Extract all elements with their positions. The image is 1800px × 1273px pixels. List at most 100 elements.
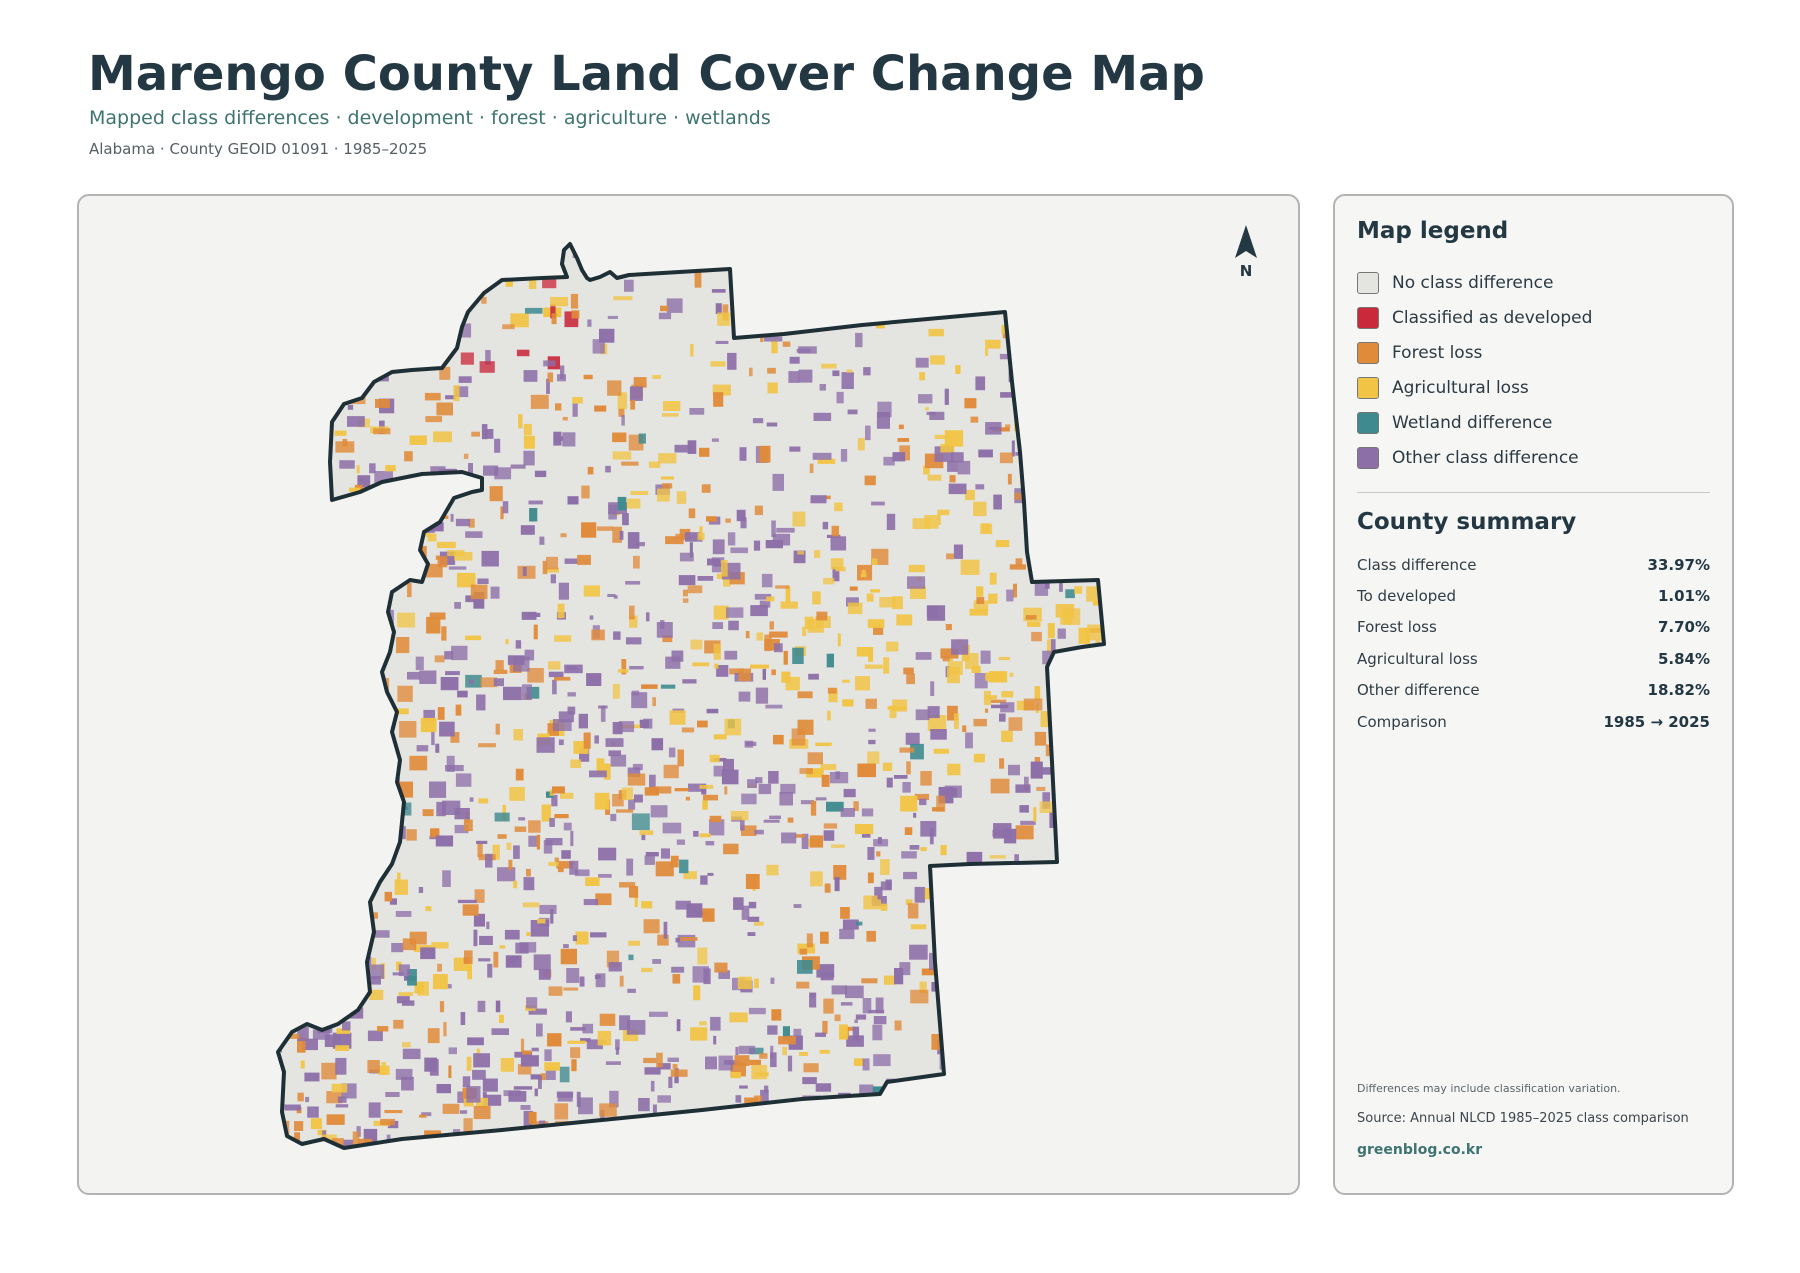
change-patch [1024, 430, 1042, 440]
change-patch [386, 752, 390, 759]
change-patch [901, 292, 917, 300]
change-patch [297, 1026, 309, 1042]
change-patch [1032, 1068, 1038, 1082]
change-patch [304, 1072, 320, 1082]
change-patch [901, 1113, 916, 1128]
change-patch [478, 743, 496, 748]
change-patch [577, 554, 591, 565]
change-patch [744, 293, 751, 302]
change-patch [517, 1064, 532, 1075]
change-patch [1092, 842, 1097, 856]
change-patch [631, 690, 640, 696]
change-patch [402, 1048, 421, 1060]
change-patch [823, 998, 834, 1014]
change-patch [966, 947, 985, 956]
change-patch [1007, 1140, 1014, 1148]
change-patch [1064, 442, 1079, 453]
change-patch [363, 745, 373, 757]
county-map[interactable] [79, 196, 1300, 1195]
change-patch [1001, 988, 1019, 992]
change-patch [980, 523, 993, 535]
change-patch [536, 737, 555, 753]
change-patch [303, 254, 319, 262]
change-patch [879, 597, 896, 608]
change-patch [937, 514, 941, 525]
change-patch [436, 541, 456, 549]
change-patch [633, 377, 647, 388]
summary-label: Other difference [1357, 681, 1480, 700]
change-patch [660, 684, 676, 689]
change-patch [1086, 802, 1101, 816]
change-patch [1019, 392, 1038, 403]
change-patch [776, 288, 784, 303]
change-patch [531, 1047, 539, 1052]
change-patch [436, 279, 445, 297]
change-patch [526, 932, 531, 937]
change-patch [936, 795, 946, 812]
change-patch [1059, 990, 1075, 995]
change-patch [495, 1139, 506, 1148]
change-patch [947, 705, 958, 721]
change-patch [644, 855, 655, 865]
change-patch [1096, 958, 1104, 972]
change-patch [557, 867, 564, 873]
legend-label: Other class difference [1392, 447, 1579, 468]
change-patch [466, 1086, 481, 1103]
change-patch [585, 877, 600, 886]
change-patch [539, 536, 545, 545]
change-patch [515, 640, 522, 649]
change-patch [332, 1138, 344, 1148]
change-patch [1096, 1096, 1104, 1100]
change-patch [513, 729, 523, 741]
change-patch [985, 695, 998, 700]
map-panel[interactable] [77, 194, 1300, 1195]
change-patch [407, 582, 412, 598]
change-patch [1081, 974, 1089, 987]
legend-item-other: Other class difference [1357, 440, 1592, 475]
change-patch [612, 722, 623, 735]
change-patch [794, 1144, 810, 1148]
change-patch [318, 697, 330, 708]
change-patch [396, 637, 410, 654]
change-patch [962, 937, 978, 952]
change-patch [460, 323, 472, 338]
change-patch [672, 1064, 678, 1069]
change-patch [866, 930, 876, 942]
change-patch [530, 920, 549, 937]
change-patch [867, 847, 875, 860]
change-patch [1082, 1039, 1089, 1045]
change-patch [823, 830, 835, 841]
change-patch [1054, 1141, 1068, 1148]
change-patch [627, 498, 641, 509]
change-patch [493, 951, 499, 968]
change-patch [567, 1040, 586, 1044]
site-link[interactable]: greenblog.co.kr [1357, 1142, 1483, 1158]
change-patch [612, 526, 622, 543]
change-patch [473, 929, 478, 947]
change-patch [1090, 867, 1097, 877]
change-patch [764, 1142, 776, 1148]
change-patch [643, 919, 660, 934]
change-patch [507, 655, 525, 665]
change-patch [586, 1039, 603, 1050]
change-patch [1071, 1046, 1078, 1063]
summary-label: Agricultural loss [1357, 649, 1478, 668]
change-patch [391, 943, 404, 953]
change-patch [494, 438, 501, 453]
change-patch [1062, 979, 1076, 987]
change-patch [547, 1033, 562, 1047]
change-patch [953, 544, 963, 559]
change-patch [1031, 1128, 1050, 1135]
change-patch [284, 1146, 292, 1148]
change-patch [490, 586, 500, 599]
change-patch [989, 855, 1006, 859]
change-patch [543, 839, 553, 854]
change-patch [514, 1051, 533, 1058]
change-patch [1078, 823, 1086, 832]
change-patch [522, 902, 540, 908]
change-patch [613, 631, 621, 640]
change-patch [618, 408, 625, 417]
change-patch [380, 1118, 396, 1126]
change-patch [373, 428, 391, 435]
change-patch [525, 307, 543, 314]
